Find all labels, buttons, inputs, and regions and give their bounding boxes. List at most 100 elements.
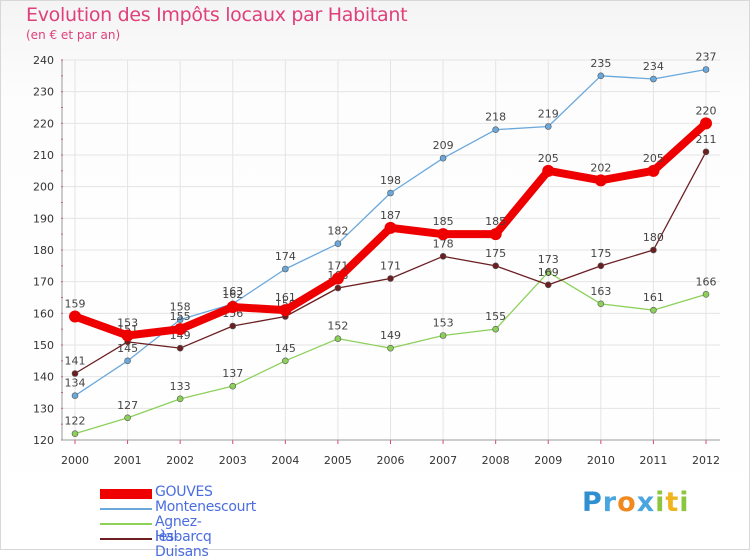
data-point-agnez-l-s-duisans (597, 300, 605, 308)
legend-label-montenescourt: Montenescourt (155, 499, 256, 515)
data-point-agnez-l-s-duisans (229, 382, 237, 390)
x-tick-label: 2002 (166, 454, 194, 467)
x-tick-label: 2009 (534, 454, 562, 467)
data-point-habarcq (492, 262, 499, 270)
y-tick-label: 120 (33, 434, 54, 447)
data-label-gouves: 220 (696, 104, 717, 117)
proxiti-logo: Proxiti (582, 487, 690, 518)
data-point-habarcq (334, 284, 342, 292)
data-point-agnez-l-s-duisans (334, 335, 342, 342)
data-point-habarcq (702, 148, 710, 156)
y-tick-label: 190 (33, 212, 54, 225)
data-point-agnez-l-s-duisans (492, 325, 499, 333)
x-tick-label: 2003 (219, 454, 247, 467)
data-label-montenescourt: 234 (643, 60, 664, 73)
data-point-gouves (174, 323, 187, 336)
y-tick-label: 210 (33, 149, 54, 162)
y-tick-label: 140 (33, 371, 54, 384)
data-point-montenescourt (702, 66, 710, 73)
y-tick-label: 240 (33, 54, 54, 67)
legend-swatch-gouves (100, 488, 152, 499)
data-label-agnez-l-s-duisans: 152 (327, 320, 348, 333)
y-tick-label: 130 (33, 402, 54, 415)
data-label-montenescourt: 182 (327, 225, 348, 238)
data-point-gouves (594, 174, 607, 187)
data-label-montenescourt: 158 (170, 301, 191, 314)
data-label-gouves: 205 (538, 152, 559, 165)
data-point-habarcq (387, 275, 394, 282)
y-tick-label: 160 (33, 307, 54, 320)
data-label-gouves: 202 (590, 161, 611, 174)
data-label-montenescourt: 174 (275, 250, 296, 263)
data-label-gouves: 162 (222, 288, 243, 301)
data-label-montenescourt: 198 (380, 174, 401, 187)
data-point-montenescourt (544, 123, 552, 130)
data-label-agnez-l-s-duisans: 133 (170, 380, 191, 393)
data-label-agnez-l-s-duisans: 153 (433, 317, 454, 330)
data-label-habarcq: 141 (65, 355, 86, 368)
data-point-habarcq (544, 281, 552, 289)
data-point-agnez-l-s-duisans (282, 357, 289, 365)
data-point-gouves (226, 301, 239, 313)
data-point-montenescourt (176, 316, 184, 323)
data-point-agnez-l-s-duisans (71, 430, 79, 437)
y-tick-label: 180 (33, 244, 54, 257)
legend-swatch-habarcq (100, 537, 152, 540)
data-point-gouves (121, 329, 134, 342)
data-label-gouves: 153 (117, 317, 138, 330)
data-label-gouves: 155 (170, 310, 191, 323)
data-label-gouves: 205 (643, 152, 664, 165)
data-point-habarcq (439, 253, 447, 260)
x-tick-label: 2012 (692, 454, 720, 467)
data-point-agnez-l-s-duisans (702, 291, 710, 298)
data-label-montenescourt: 209 (433, 139, 454, 152)
legend-label-gouves: GOUVES (155, 484, 213, 500)
data-label-habarcq: 171 (380, 260, 401, 273)
x-tick-label: 2010 (587, 454, 615, 467)
data-point-gouves (647, 164, 660, 177)
data-point-montenescourt (387, 189, 394, 197)
data-point-montenescourt (71, 392, 79, 399)
data-point-habarcq (650, 246, 657, 254)
data-label-agnez-l-s-duisans: 137 (222, 367, 243, 380)
data-point-agnez-l-s-duisans (387, 344, 394, 352)
data-point-habarcq (176, 344, 184, 352)
y-tick-label: 170 (33, 276, 54, 289)
data-label-gouves: 159 (65, 298, 86, 311)
data-point-montenescourt (124, 357, 131, 365)
chart-title: Evolution des Impôts locaux par Habitant (26, 4, 408, 26)
x-tick-label: 2011 (639, 454, 667, 467)
data-label-agnez-l-s-duisans: 122 (65, 415, 86, 428)
data-label-gouves: 185 (433, 215, 454, 228)
x-tick-label: 2008 (482, 454, 510, 467)
data-label-agnez-l-s-duisans: 161 (643, 291, 664, 304)
data-point-gouves (279, 304, 292, 317)
x-tick-label: 2007 (429, 454, 457, 467)
y-tick-label: 220 (33, 117, 54, 130)
data-label-montenescourt: 134 (65, 377, 86, 390)
data-label-agnez-l-s-duisans: 149 (380, 329, 401, 342)
x-tick-label: 2000 (61, 454, 89, 467)
data-label-agnez-l-s-duisans: 145 (275, 342, 296, 355)
y-tick-label: 200 (33, 181, 54, 194)
legend-swatch-agnez (100, 522, 152, 525)
x-tick-label: 2004 (271, 454, 299, 467)
data-point-gouves (331, 272, 344, 285)
data-label-gouves: 185 (485, 215, 506, 228)
data-label-montenescourt: 237 (696, 51, 717, 64)
data-label-habarcq: 211 (696, 133, 717, 146)
data-label-habarcq: 180 (643, 231, 664, 244)
data-point-agnez-l-s-duisans (176, 395, 184, 403)
data-label-agnez-l-s-duisans: 127 (117, 399, 138, 412)
data-point-gouves (542, 164, 555, 177)
data-label-agnez-l-s-duisans: 163 (590, 285, 611, 298)
data-point-montenescourt (492, 126, 499, 133)
data-point-gouves (489, 228, 502, 241)
legend-label-habarcq: Habarcq (155, 529, 212, 545)
data-point-habarcq (71, 370, 79, 377)
legend-swatch-montenescourt (100, 507, 152, 510)
data-label-montenescourt: 163 (222, 285, 243, 298)
x-tick-label: 2005 (324, 454, 352, 467)
data-point-gouves (437, 228, 450, 241)
